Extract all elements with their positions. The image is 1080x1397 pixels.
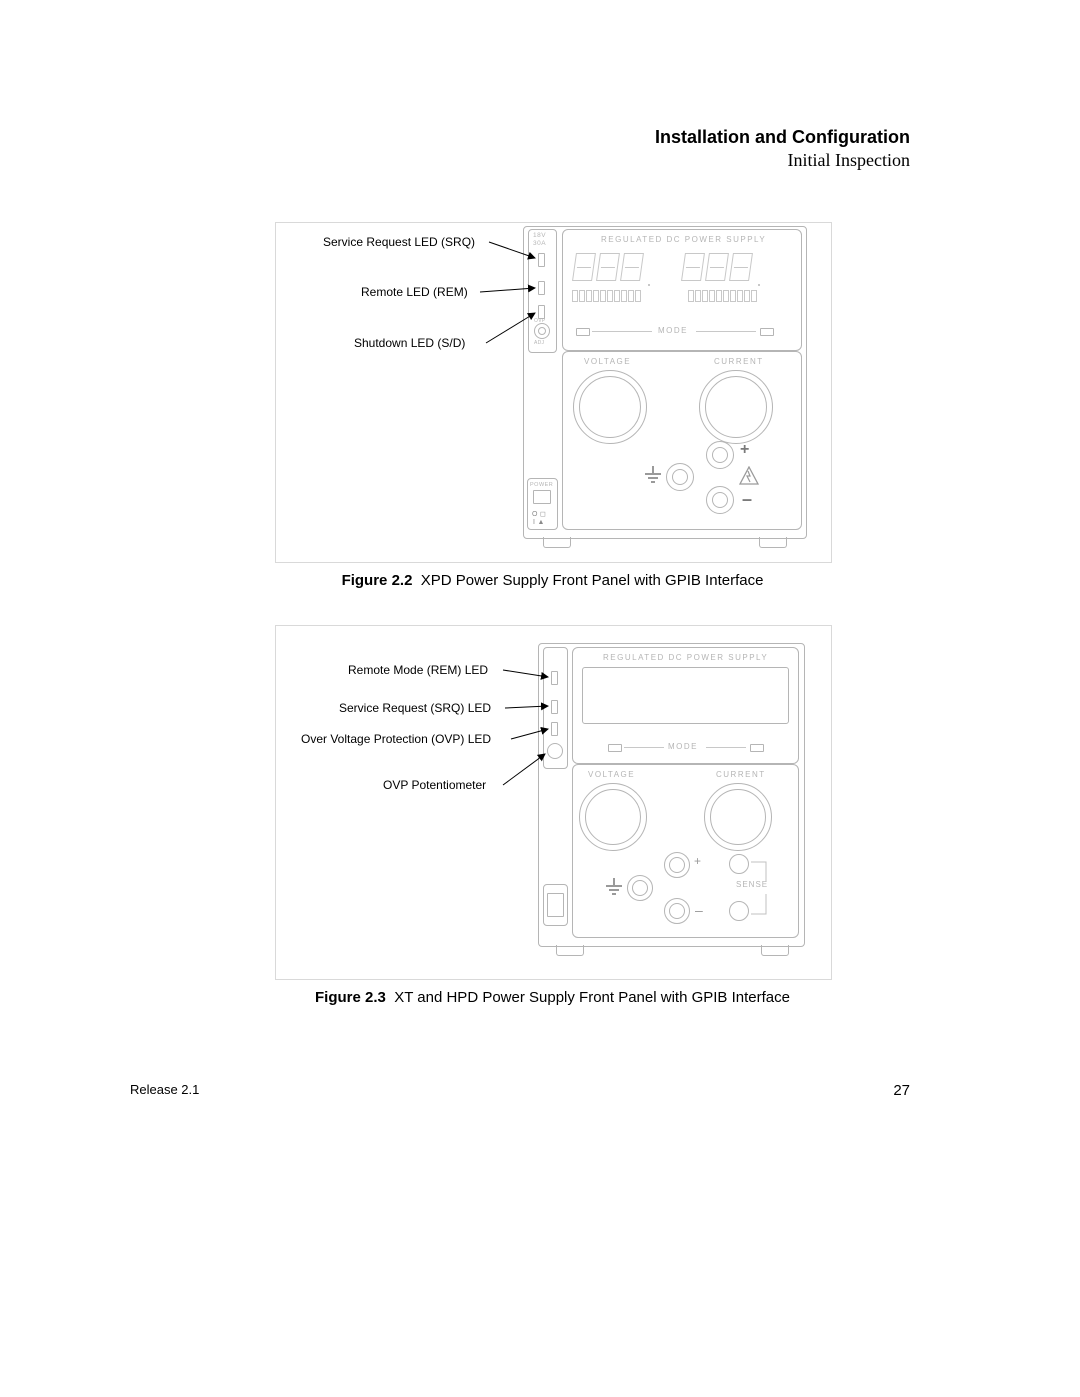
- header-title: Installation and Configuration: [655, 127, 910, 148]
- mode2-led-left: [608, 744, 622, 752]
- power-i: I: [533, 519, 535, 526]
- plus-sym: +: [740, 441, 749, 459]
- fig1-caption-bold: Figure 2.2: [342, 572, 413, 589]
- label2-rem: Remote Mode (REM) LED: [348, 663, 488, 677]
- post-pos-inner: [712, 447, 728, 463]
- mode-line-right: [696, 331, 756, 332]
- current2-knob-inner: [710, 789, 766, 845]
- display-title: REGULATED DC POWER SUPPLY: [601, 235, 766, 244]
- led2-srq: [551, 700, 558, 714]
- header-subtitle: Initial Inspection: [655, 150, 910, 171]
- label2-srq: Service Request (SRQ) LED: [339, 701, 491, 715]
- current-text: CURRENT: [714, 357, 764, 366]
- figure-2-3-frame: Remote Mode (REM) LED Service Request (S…: [275, 625, 832, 980]
- seg-row: [574, 253, 760, 286]
- mode-line-left: [592, 331, 652, 332]
- lightning-icon: [739, 466, 759, 486]
- footer-release: Release 2.1: [130, 1082, 199, 1097]
- voltage2-knob-inner: [585, 789, 641, 845]
- bar-right: [688, 289, 758, 307]
- mode2-line-left: [624, 747, 664, 748]
- adj-label: ADJ: [534, 340, 544, 346]
- device-foot-right: [759, 537, 787, 548]
- device2-foot-right: [761, 945, 789, 956]
- fig2-caption-bold: Figure 2.3: [315, 989, 386, 1006]
- led-srq: [538, 253, 545, 267]
- power-off-row: O ◻: [532, 510, 546, 518]
- minus2-sym: –: [695, 902, 703, 918]
- footer-page: 27: [893, 1082, 910, 1099]
- device-foot-left: [543, 537, 571, 548]
- display2-title: REGULATED DC POWER SUPPLY: [603, 653, 768, 662]
- label-srq: Service Request LED (SRQ): [323, 235, 475, 249]
- figure-2-3-caption: Figure 2.3 XT and HPD Power Supply Front…: [275, 989, 830, 1006]
- power-switch: [533, 490, 551, 504]
- mode2-text: MODE: [668, 742, 698, 751]
- voltage-knob-inner: [579, 376, 641, 438]
- post2-sense-neg: [729, 901, 749, 921]
- label-sd: Shutdown LED (S/D): [354, 336, 465, 350]
- power-o: O: [532, 511, 538, 518]
- bar-left: [572, 289, 642, 307]
- ovp2-pot: [547, 743, 563, 759]
- fig2-caption-text: XT and HPD Power Supply Front Panel with…: [394, 989, 790, 1006]
- mode-text: MODE: [658, 326, 688, 335]
- plus2-sym: +: [694, 854, 701, 868]
- ground-icon: [645, 466, 661, 484]
- mode-led-right: [760, 328, 774, 336]
- post2-gnd-inner: [632, 880, 648, 896]
- led2-ovp: [551, 722, 558, 736]
- figure-2-2-caption: Figure 2.2 XPD Power Supply Front Panel …: [275, 572, 830, 589]
- side-top-v: 18V: [533, 232, 546, 239]
- led-rem: [538, 281, 545, 295]
- switch2: [547, 893, 564, 917]
- post2-pos-inner: [669, 857, 685, 873]
- ground2-icon: [606, 878, 622, 896]
- page: Installation and Configuration Initial I…: [0, 0, 1080, 1397]
- fig1-caption-text: XPD Power Supply Front Panel with GPIB I…: [421, 572, 764, 589]
- voltage-text: VOLTAGE: [584, 357, 631, 366]
- led2-rem: [551, 671, 558, 685]
- label-rem: Remote LED (REM): [361, 285, 468, 299]
- current2-text: CURRENT: [716, 770, 766, 779]
- power-off-icon: ◻: [540, 511, 546, 518]
- power-on-icon: ▲: [538, 519, 545, 526]
- display2-screen: [582, 667, 789, 724]
- figure-2-2-frame: Service Request LED (SRQ) Remote LED (RE…: [275, 222, 832, 563]
- minus-sym: –: [742, 489, 752, 510]
- page-header: Installation and Configuration Initial I…: [655, 127, 910, 171]
- current-knob-inner: [705, 376, 767, 438]
- device2-foot-left: [556, 945, 584, 956]
- mode-led-left: [576, 328, 590, 336]
- power-label: POWER: [530, 482, 553, 488]
- mode2-led-right: [750, 744, 764, 752]
- ovp-knob-inner: [538, 327, 546, 335]
- side-top-a: 30A: [533, 240, 546, 247]
- label2-ovp: Over Voltage Protection (OVP) LED: [301, 732, 491, 746]
- post-ground-inner: [672, 469, 688, 485]
- post2-neg-inner: [669, 903, 685, 919]
- label2-pot: OVP Potentiometer: [383, 778, 486, 792]
- led-sd: [538, 305, 545, 319]
- sense-bracket: [748, 854, 778, 924]
- mode2-line-right: [706, 747, 746, 748]
- ovp-label: OVP: [534, 318, 545, 324]
- voltage2-text: VOLTAGE: [588, 770, 635, 779]
- post2-sense-pos: [729, 854, 749, 874]
- post-neg-inner: [712, 492, 728, 508]
- power-on-row: I ▲: [533, 519, 545, 526]
